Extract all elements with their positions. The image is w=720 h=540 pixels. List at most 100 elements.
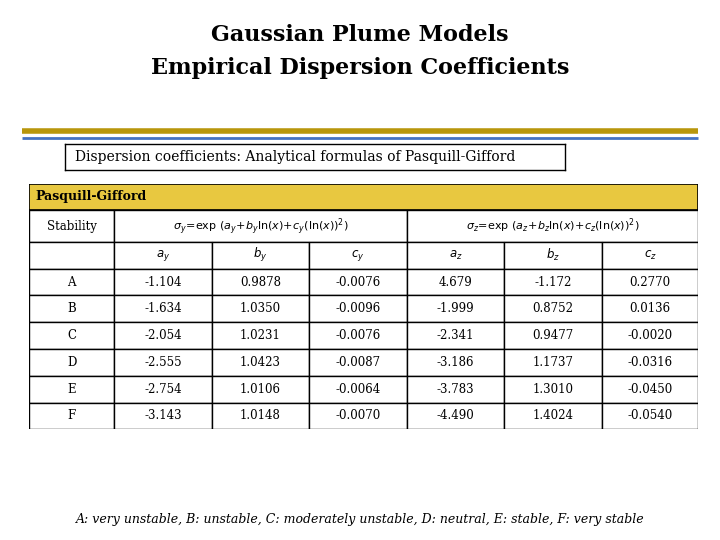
Text: 1.1737: 1.1737 xyxy=(533,356,573,369)
Text: -2.054: -2.054 xyxy=(144,329,182,342)
Bar xyxy=(407,322,504,349)
Bar xyxy=(114,295,212,322)
Bar xyxy=(504,349,602,376)
Bar xyxy=(29,322,114,349)
Text: A: A xyxy=(68,275,76,288)
Text: Stability: Stability xyxy=(47,220,96,233)
Bar xyxy=(29,210,114,242)
Text: E: E xyxy=(67,383,76,396)
Text: 1.3010: 1.3010 xyxy=(533,383,573,396)
Text: 1.0106: 1.0106 xyxy=(240,383,281,396)
Bar xyxy=(310,349,407,376)
Text: $c_z$: $c_z$ xyxy=(644,249,657,262)
Bar xyxy=(114,349,212,376)
Text: 0.0136: 0.0136 xyxy=(629,302,670,315)
Bar xyxy=(114,322,212,349)
Text: -0.0076: -0.0076 xyxy=(336,329,381,342)
Bar xyxy=(504,322,602,349)
Text: 1.0231: 1.0231 xyxy=(240,329,281,342)
Text: -0.0076: -0.0076 xyxy=(336,275,381,288)
Bar xyxy=(504,295,602,322)
Text: F: F xyxy=(68,409,76,422)
Text: 1.0423: 1.0423 xyxy=(240,356,281,369)
Bar xyxy=(310,322,407,349)
Bar xyxy=(29,242,114,268)
Bar xyxy=(212,242,310,268)
Bar xyxy=(504,376,602,402)
Text: Empirical Dispersion Coefficients: Empirical Dispersion Coefficients xyxy=(150,57,570,79)
Bar xyxy=(602,322,698,349)
Text: $\sigma_z\!=\!\exp\,(a_z\!+\!b_z\ln(x)\!+\!c_z(\ln(x))^2)$: $\sigma_z\!=\!\exp\,(a_z\!+\!b_z\ln(x)\!… xyxy=(466,217,639,235)
Bar xyxy=(212,376,310,402)
Bar xyxy=(29,349,114,376)
Text: $a_z$: $a_z$ xyxy=(449,249,462,262)
Text: D: D xyxy=(67,356,76,369)
Bar xyxy=(602,349,698,376)
Bar xyxy=(407,295,504,322)
Bar xyxy=(602,268,698,295)
Bar xyxy=(29,184,698,210)
Bar xyxy=(212,402,310,429)
Text: -4.490: -4.490 xyxy=(436,409,474,422)
Text: $b_z$: $b_z$ xyxy=(546,247,560,264)
Text: -2.754: -2.754 xyxy=(144,383,182,396)
Bar xyxy=(407,376,504,402)
Bar xyxy=(212,268,310,295)
Text: -1.634: -1.634 xyxy=(144,302,182,315)
Text: -2.555: -2.555 xyxy=(144,356,182,369)
Bar xyxy=(407,402,504,429)
Text: 0.9878: 0.9878 xyxy=(240,275,281,288)
Text: Gaussian Plume Models: Gaussian Plume Models xyxy=(211,24,509,46)
Text: 1.4024: 1.4024 xyxy=(533,409,573,422)
Text: $c_y$: $c_y$ xyxy=(351,248,365,263)
Text: -2.341: -2.341 xyxy=(437,329,474,342)
Bar xyxy=(407,210,698,242)
Bar xyxy=(29,376,114,402)
Bar xyxy=(602,402,698,429)
Bar xyxy=(602,376,698,402)
Text: -1.999: -1.999 xyxy=(436,302,474,315)
Text: -0.0087: -0.0087 xyxy=(336,356,381,369)
Bar xyxy=(504,402,602,429)
Bar xyxy=(114,402,212,429)
Bar xyxy=(29,268,114,295)
Text: -0.0450: -0.0450 xyxy=(627,383,672,396)
Bar xyxy=(212,349,310,376)
Text: $\sigma_y\!=\!\exp\,(a_y\!+\!b_y\ln(x)\!+\!c_y(\ln(x))^2)$: $\sigma_y\!=\!\exp\,(a_y\!+\!b_y\ln(x)\!… xyxy=(173,215,348,237)
Text: -3.783: -3.783 xyxy=(436,383,474,396)
Text: -3.186: -3.186 xyxy=(437,356,474,369)
Text: 1.0350: 1.0350 xyxy=(240,302,281,315)
Bar xyxy=(29,402,114,429)
Bar xyxy=(407,242,504,268)
Text: 4.679: 4.679 xyxy=(438,275,472,288)
Bar xyxy=(29,295,114,322)
Bar xyxy=(310,376,407,402)
Text: Pasquill-Gifford: Pasquill-Gifford xyxy=(35,191,147,204)
Text: -3.143: -3.143 xyxy=(144,409,182,422)
Text: C: C xyxy=(67,329,76,342)
Bar xyxy=(114,268,212,295)
Bar xyxy=(114,210,407,242)
Text: -1.172: -1.172 xyxy=(534,275,572,288)
Text: B: B xyxy=(67,302,76,315)
Text: 0.8752: 0.8752 xyxy=(533,302,573,315)
Bar xyxy=(310,242,407,268)
Bar xyxy=(310,402,407,429)
Bar xyxy=(407,349,504,376)
Text: $a_y$: $a_y$ xyxy=(156,248,170,263)
Text: A: very unstable, B: unstable, C: moderately unstable, D: neutral, E: stable, F:: A: very unstable, B: unstable, C: modera… xyxy=(76,514,644,526)
Text: -1.104: -1.104 xyxy=(144,275,182,288)
Text: -0.0020: -0.0020 xyxy=(627,329,672,342)
Bar xyxy=(310,295,407,322)
Bar xyxy=(212,322,310,349)
Bar xyxy=(114,376,212,402)
Bar xyxy=(310,268,407,295)
Bar xyxy=(114,242,212,268)
Text: -0.0540: -0.0540 xyxy=(627,409,672,422)
Text: 0.9477: 0.9477 xyxy=(532,329,574,342)
Text: $b_y$: $b_y$ xyxy=(253,246,268,265)
Text: -0.0096: -0.0096 xyxy=(336,302,381,315)
Bar xyxy=(407,268,504,295)
Bar xyxy=(504,268,602,295)
Text: 1.0148: 1.0148 xyxy=(240,409,281,422)
